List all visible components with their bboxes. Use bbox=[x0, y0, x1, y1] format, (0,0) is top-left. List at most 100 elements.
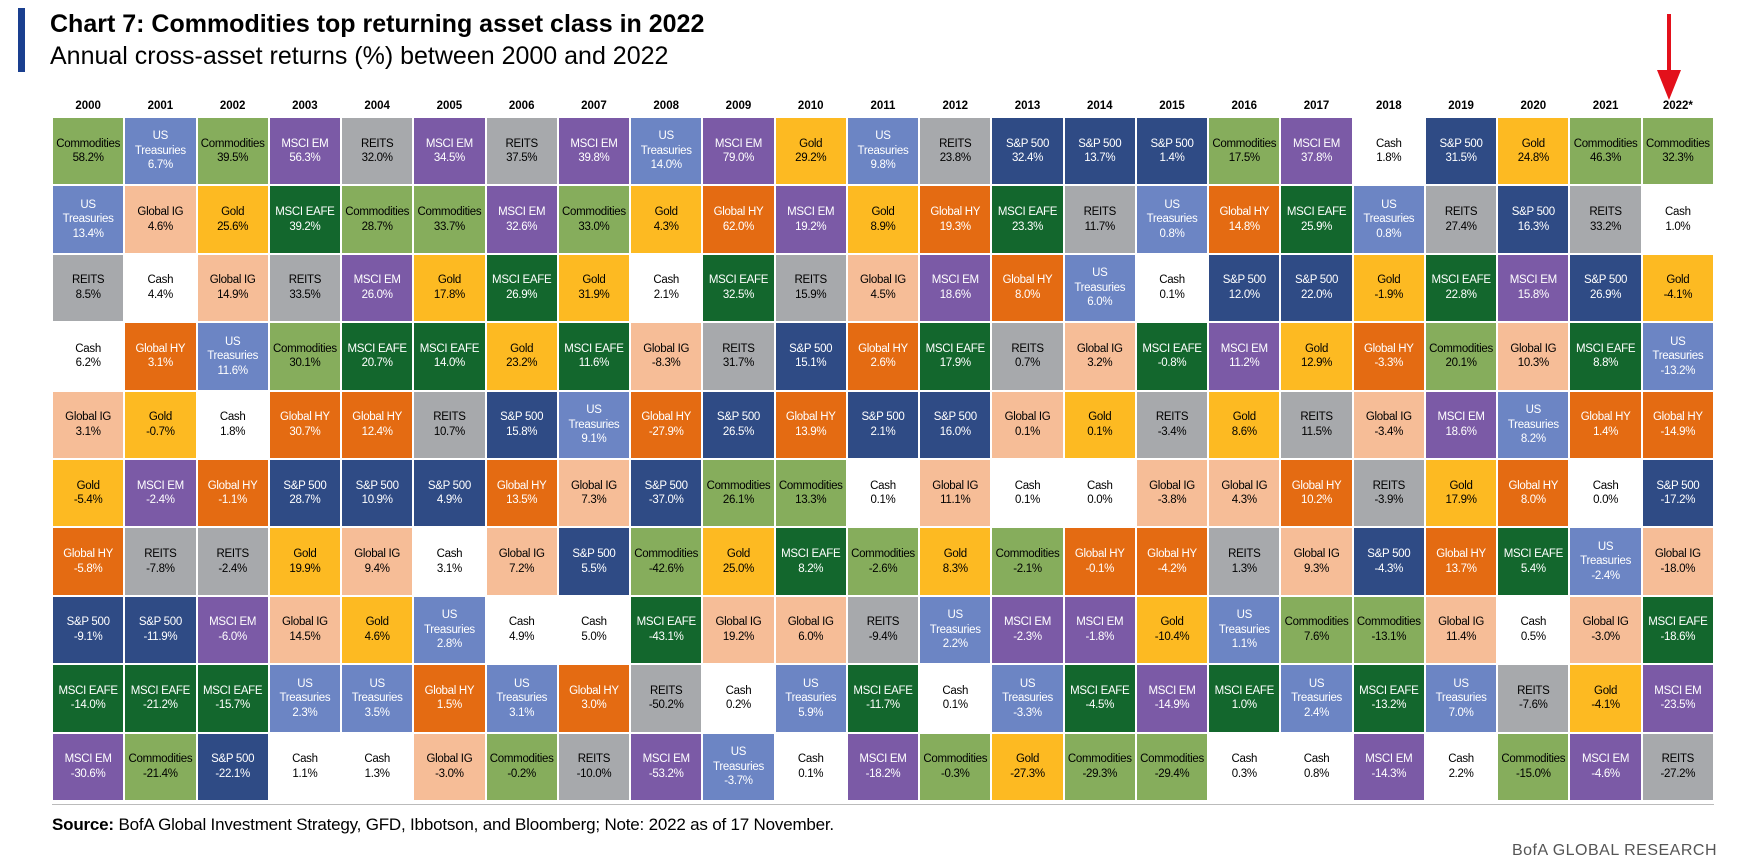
cell-asset-label: Global HY bbox=[1219, 206, 1270, 219]
cell-2003-gold: Gold 19.9% bbox=[268, 527, 342, 596]
cell-return-value: 19.9% bbox=[289, 562, 321, 575]
cell-asset-label: Global HY bbox=[280, 411, 330, 424]
cell-return-value: 11.4% bbox=[1445, 630, 1477, 643]
year-label-2008: 2008 bbox=[653, 100, 679, 112]
cell-2006-sandp-500: S&P 500 15.8% bbox=[485, 390, 558, 459]
cell-2010-sandp-500: S&P 500 15.1% bbox=[774, 322, 847, 391]
cell-return-value: 11.2% bbox=[1229, 357, 1260, 370]
cell-return-value: 0.8% bbox=[1159, 227, 1185, 240]
cell-asset-label: MSCI EM bbox=[281, 137, 329, 150]
cell-asset-label: REITS bbox=[577, 753, 611, 766]
cell-return-value: 24.8% bbox=[1517, 152, 1549, 165]
cell-asset-label: Gold bbox=[221, 206, 245, 219]
cell-asset-label: Commodities bbox=[1212, 137, 1277, 150]
cell-return-value: 0.7% bbox=[1015, 357, 1041, 370]
cell-2000-msci-em: MSCI EM -30.6% bbox=[52, 732, 125, 801]
cell-2020-us-treasuries: US Treasuries 8.2% bbox=[1497, 390, 1570, 459]
cell-asset-label: Gold bbox=[365, 616, 389, 629]
cell-return-value: 13.4% bbox=[72, 227, 104, 240]
cell-return-value: 4.9% bbox=[436, 494, 462, 507]
cell-asset-label: US bbox=[297, 677, 313, 690]
cell-return-value: -13.2% bbox=[1371, 699, 1407, 712]
cell-return-value: -23.5% bbox=[1660, 699, 1696, 712]
cell-return-value: 56.3% bbox=[289, 152, 321, 165]
cell-return-value: -27.3% bbox=[1010, 767, 1045, 780]
cell-asset-label: Commodities bbox=[128, 753, 193, 766]
cell-return-value: 11.6% bbox=[217, 364, 249, 377]
chart-subtitle: Annual cross-asset returns (%) between 2… bbox=[50, 42, 669, 70]
cell-2012-sandp-500: S&P 500 16.0% bbox=[919, 390, 992, 459]
cell-asset-label: Gold bbox=[799, 137, 823, 150]
cell-2021-reits: REITS 33.2% bbox=[1569, 185, 1642, 254]
cell-2004-msci-eafe: MSCI EAFE 20.7% bbox=[341, 322, 414, 391]
cell-2021-cash: Cash 0.0% bbox=[1569, 459, 1642, 528]
cell-2002-msci-em: MSCI EM -6.0% bbox=[196, 595, 269, 665]
cell-2007-global-hy: Global HY 3.0% bbox=[557, 664, 631, 733]
cell-return-value: 6.0% bbox=[1087, 296, 1113, 309]
cell-return-value: 10.9% bbox=[361, 494, 393, 507]
cell-return-value: -2.4% bbox=[218, 562, 247, 575]
cell-2014-cash: Cash 0.0% bbox=[1063, 459, 1136, 528]
cell-return-value: -0.8% bbox=[1157, 357, 1187, 370]
cell-return-value: 26.9% bbox=[1590, 288, 1622, 301]
cell-return-value: 3.1% bbox=[436, 562, 462, 575]
cell-return-value: 1.4% bbox=[1159, 152, 1185, 165]
cell-return-value: 1.3% bbox=[364, 767, 390, 780]
cell-2004-msci-em: MSCI EM 26.0% bbox=[341, 253, 414, 323]
cell-2016-reits: REITS 1.3% bbox=[1208, 527, 1281, 596]
cell-2016-cash: Cash 0.3% bbox=[1208, 732, 1281, 801]
cell-return-value: 6.7% bbox=[147, 159, 173, 172]
cell-asset-label: REITS bbox=[866, 616, 900, 629]
cell-2012-msci-em: MSCI EM 18.6% bbox=[919, 253, 992, 323]
cell-2005-msci-em: MSCI EM 34.5% bbox=[413, 117, 486, 186]
cell-return-value: 16.0% bbox=[939, 425, 971, 438]
cell-2012-global-hy: Global HY 19.3% bbox=[919, 185, 992, 254]
cell-return-value: 34.5% bbox=[433, 152, 465, 165]
cell-return-value: 33.2% bbox=[1590, 220, 1622, 233]
cell-asset-label: Treasuries bbox=[1074, 281, 1126, 294]
cell-2002-us-treasuries: US Treasuries 11.6% bbox=[196, 322, 269, 391]
cell-2002-msci-eafe: MSCI EAFE -15.7% bbox=[196, 664, 269, 733]
cell-return-value: 17.8% bbox=[433, 288, 465, 301]
cell-asset-label: Global HY bbox=[207, 479, 258, 492]
cell-2006-msci-eafe: MSCI EAFE 26.9% bbox=[485, 253, 558, 323]
cell-asset-label: Global IG bbox=[354, 548, 401, 561]
cell-return-value: 23.8% bbox=[939, 152, 971, 165]
cell-asset-label: Global IG bbox=[281, 616, 328, 629]
cell-2003-sandp-500: S&P 500 28.7% bbox=[268, 459, 342, 528]
cell-return-value: 32.3% bbox=[1662, 152, 1694, 165]
cell-return-value: 19.2% bbox=[795, 220, 827, 233]
cell-2005-commodities: Commodities 33.7% bbox=[413, 185, 486, 254]
cell-2005-msci-eafe: MSCI EAFE 14.0% bbox=[413, 322, 486, 391]
cell-return-value: -14.0% bbox=[70, 699, 106, 712]
cell-2021-us-treasuries: US Treasuries -2.4% bbox=[1569, 527, 1642, 596]
cell-asset-label: US bbox=[152, 130, 169, 143]
cell-asset-label: MSCI EAFE bbox=[1431, 274, 1491, 287]
cell-return-value: 5.0% bbox=[581, 630, 607, 643]
cell-2011-msci-eafe: MSCI EAFE -11.7% bbox=[846, 664, 920, 733]
cell-return-value: -2.6% bbox=[868, 562, 898, 575]
year-label-2017: 2017 bbox=[1303, 100, 1330, 112]
cell-asset-label: US bbox=[730, 746, 747, 759]
cell-return-value: 2.1% bbox=[653, 288, 679, 301]
cell-asset-label: Global IG bbox=[209, 274, 256, 287]
cell-2002-global-hy: Global HY -1.1% bbox=[196, 459, 269, 528]
cell-return-value: 30.1% bbox=[289, 357, 321, 370]
cell-asset-label: Commodities bbox=[923, 753, 988, 766]
cell-return-value: 2.2% bbox=[1448, 767, 1474, 780]
cell-asset-label: Gold bbox=[293, 548, 317, 561]
cell-return-value: 37.5% bbox=[506, 152, 538, 165]
cell-return-value: 0.8% bbox=[1376, 227, 1402, 240]
cell-2015-commodities: Commodities -29.4% bbox=[1135, 732, 1209, 801]
cell-asset-label: MSCI EAFE bbox=[347, 342, 408, 355]
cell-asset-label: MSCI EM bbox=[1365, 753, 1413, 766]
cell-asset-label: MSCI EM bbox=[1292, 137, 1341, 150]
cell-asset-label: Cash bbox=[292, 753, 318, 766]
cell-2018-msci-eafe: MSCI EAFE -13.2% bbox=[1352, 664, 1425, 733]
cell-return-value: 12.0% bbox=[1228, 288, 1260, 301]
cell-return-value: 0.1% bbox=[798, 767, 824, 780]
cell-asset-label: REITS bbox=[794, 274, 828, 287]
cell-2020-commodities: Commodities -15.0% bbox=[1497, 732, 1570, 801]
cell-2001-commodities: Commodities -21.4% bbox=[124, 732, 197, 801]
cell-return-value: -5.8% bbox=[73, 562, 103, 575]
